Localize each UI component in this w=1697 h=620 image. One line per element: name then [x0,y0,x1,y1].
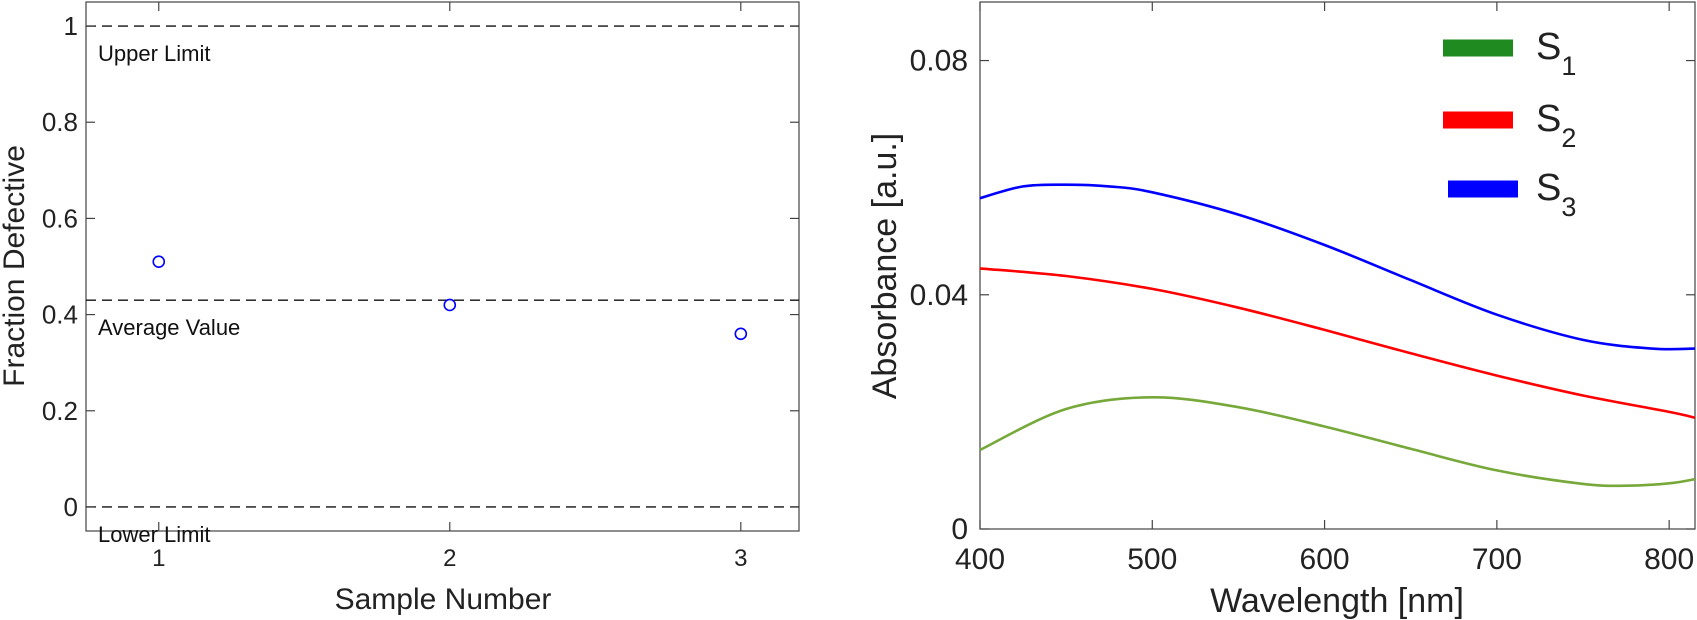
data-points [152,255,748,341]
reference-line-labels: Upper Limit Average Value Lower Limit [98,41,240,547]
absorbance-chart: 400 500 600 700 800 0 0.04 0.08 S1 S2 S3 Wavelen… [866,1,1696,620]
x-tick-label: 3 [734,545,747,572]
x-axis-ticks: 1 2 3 [152,2,747,572]
series-line [979,183,1696,351]
data-point [152,255,166,268]
legend-label: S1 [1536,26,1576,81]
x-tick-label: 800 [1644,543,1694,576]
legend-label: S3 [1536,167,1576,222]
legend-label: S2 [1536,98,1576,153]
x-tick-label: 400 [955,543,1005,576]
reference-line-label: Upper Limit [98,41,210,66]
y-tick-label: 0.4 [42,300,78,330]
x-axis-ticks: 400 500 600 700 800 [955,2,1694,576]
legend: S1 S2 S3 [1443,26,1576,222]
y-tick-label: 0.6 [42,203,78,233]
y-tick-label: 0 [64,492,78,522]
plot-area-frame [979,1,1696,530]
plot-area-frame [85,1,800,532]
y-tick-label: 0.8 [42,107,78,137]
x-tick-label: 700 [1472,543,1522,576]
y-tick-label: 0.2 [42,396,78,426]
data-series [979,183,1696,488]
data-point [734,327,748,341]
x-tick-label: 600 [1300,543,1350,576]
x-axis-label: Wavelength [nm] [1210,582,1464,620]
x-axis-label: Sample Number [335,583,552,616]
reference-line-label: Lower Limit [98,522,210,547]
y-tick-label: 0.04 [910,279,968,312]
y-axis-label: Absorbance [a.u.] [866,133,904,400]
x-tick-label: 2 [443,545,456,572]
series-line [979,395,1696,488]
y-axis-label: Fraction Defective [0,145,31,387]
reference-line-label: Average Value [98,315,240,340]
y-axis-ticks: 0 0.2 0.4 0.6 0.8 1 [42,11,799,522]
reference-lines [86,25,799,508]
y-axis-ticks: 0 0.04 0.08 [910,45,1695,546]
y-tick-label: 0.08 [910,45,968,78]
y-tick-label: 0 [951,513,968,546]
x-tick-label: 1 [152,545,165,572]
y-tick-label: 1 [64,11,78,41]
series-line [979,267,1696,419]
x-tick-label: 500 [1127,543,1177,576]
data-point [443,298,457,312]
